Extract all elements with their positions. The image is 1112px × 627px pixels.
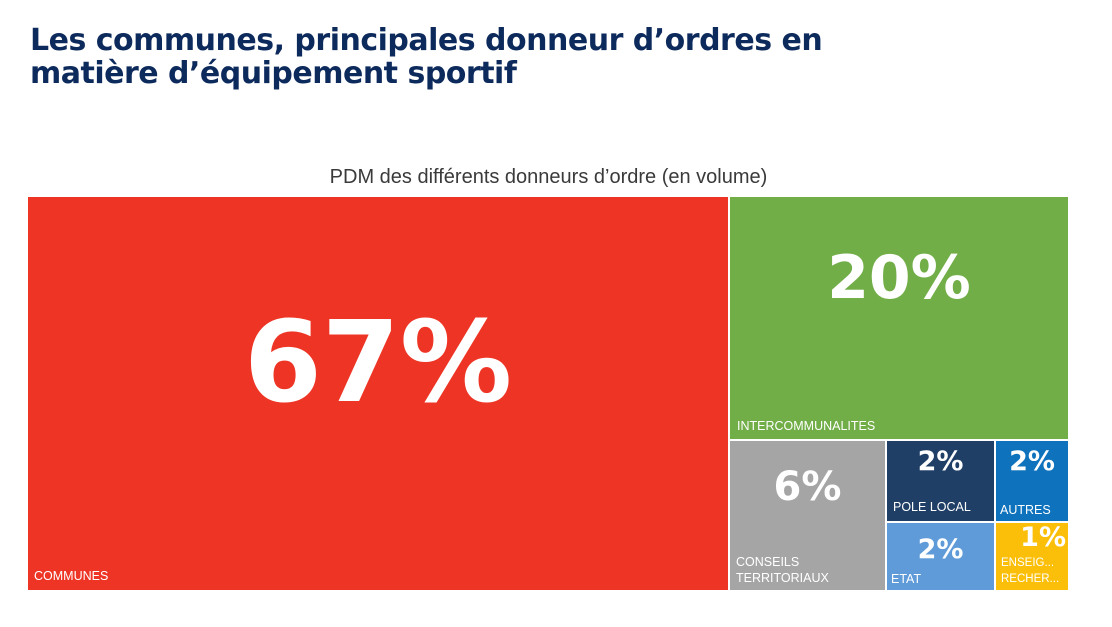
cell-pole-local: 2% POLE LOCAL xyxy=(887,441,994,521)
value-label: 2% xyxy=(917,446,964,477)
value-label: 6% xyxy=(773,464,842,510)
cell-conseils-territoriaux: 6% CONSEILS TERRITORIAUX xyxy=(730,441,885,590)
category-label: AUTRES xyxy=(1000,503,1051,517)
cell-etat: 2% ETAT xyxy=(887,523,994,590)
value-label: 67% xyxy=(243,298,513,428)
cell-enseignement-recherche: 1% ENSEIG... RECHER... xyxy=(996,523,1068,590)
category-label: ENSEIG... RECHER... xyxy=(1001,557,1060,585)
category-label: CONSEILS TERRITORIAUX xyxy=(736,555,829,585)
cell-autres: 2% AUTRES xyxy=(996,441,1068,521)
category-label: COMMUNES xyxy=(34,569,109,583)
value-label: 20% xyxy=(827,243,971,313)
value-label: 2% xyxy=(1009,446,1055,477)
cell-communes: 67% COMMUNES xyxy=(28,197,728,590)
value-label: 2% xyxy=(917,534,964,565)
cell-intercommunalites: 20% INTERCOMMUNALITES xyxy=(730,197,1068,439)
category-label: ETAT xyxy=(891,572,922,586)
chart-title: PDM des différents donneurs d’ordre (en … xyxy=(329,166,768,188)
page-title: Les communes, principales donneur d’ordr… xyxy=(30,23,823,91)
category-label: POLE LOCAL xyxy=(893,500,971,514)
category-label: INTERCOMMUNALITES xyxy=(737,419,876,433)
value-label: 1% xyxy=(1020,523,1066,553)
